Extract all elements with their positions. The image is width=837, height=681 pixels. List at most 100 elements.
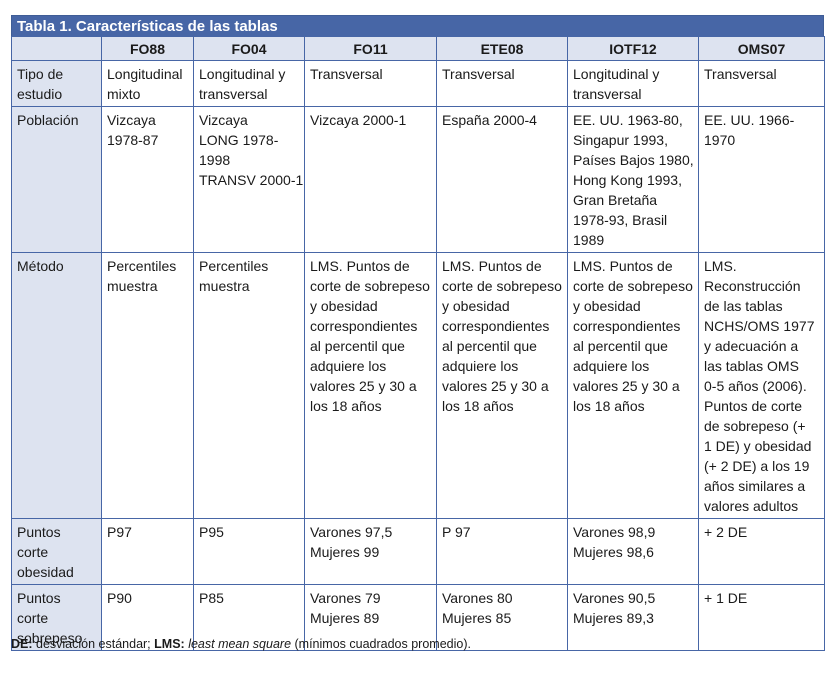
table-cell-fo11: Transversal [304, 60, 437, 107]
table-cell-oms07: Transversal [698, 60, 825, 107]
footnote-text-lms-translation: (mínimos cuadrados promedio). [291, 637, 471, 651]
cell-line: transversal [573, 86, 642, 102]
cell-line: y obesidad [573, 298, 641, 314]
cell-line: transversal [199, 86, 268, 102]
cell-line: Transversal [310, 66, 383, 82]
cell-line: 1978-87 [107, 132, 159, 148]
table-cell-fo88: P90 [101, 584, 194, 651]
cell-line: Transversal [704, 66, 777, 82]
table-cell-iotf12: EE. UU. 1963-80, Singapur 1993, Países Baj… [567, 106, 699, 253]
footnote-text-de: desviación estándar; [32, 637, 155, 651]
row-label-line: estudio [17, 86, 63, 102]
cell-line: al percentil que [310, 338, 405, 354]
column-header-fo88: FO88 [101, 36, 194, 61]
table-cell-fo88: Percentiles muestra [101, 252, 194, 519]
row-label-line: Puntos [17, 524, 61, 540]
cell-line: + 1 DE [704, 590, 748, 606]
cell-line: Vizcaya [199, 112, 248, 128]
table-cell-fo11: Varones 79 Mujeres 89 [304, 584, 437, 651]
cell-line: Longitudinal y [199, 66, 286, 82]
cell-line: Varones 97,5 [310, 524, 393, 540]
table-cell-ete08: LMS. Puntos de corte de sobrepeso y obesid… [436, 252, 568, 519]
cell-line: mixto [107, 86, 141, 102]
cell-line: correspondientes [442, 318, 550, 334]
cell-line: LMS. Puntos de [442, 258, 542, 274]
column-header-fo04: FO04 [193, 36, 305, 61]
cell-line: Hong Kong 1993, [573, 172, 682, 188]
cell-line: los 18 años [573, 398, 645, 414]
row-label: Tipo de estudio [11, 60, 102, 107]
table-cell-fo04: Vizcaya LONG 1978- 1998 TRANSV 2000-1 [193, 106, 305, 253]
table-cell-oms07: LMS. Reconstrucción de las tablas NCHS/OMS … [698, 252, 825, 519]
cell-line: adquiere los [573, 358, 650, 374]
row-label-line: Puntos [17, 590, 61, 606]
cell-line: LMS. Puntos de [573, 258, 673, 274]
cell-line: P 97 [442, 524, 471, 540]
cell-line: y obesidad [310, 298, 378, 314]
characteristics-table: Tabla 1. Características de las tablas F… [11, 15, 825, 651]
footnote-abbr-lms: LMS: [154, 637, 185, 651]
table-cell-fo88: P97 [101, 518, 194, 585]
footnote-abbr-de: DE: [11, 637, 33, 651]
cell-line: Percentiles [199, 258, 269, 274]
cell-line: Países Bajos 1980, [573, 152, 694, 168]
cell-line: años similares a [704, 478, 806, 494]
cell-line: de sobrepeso (+ [704, 418, 806, 434]
cell-line: Longitudinal [107, 66, 183, 82]
table-cell-fo04: P95 [193, 518, 305, 585]
cell-line: EE. UU. 1966- [704, 112, 795, 128]
row-label-line: Población [17, 112, 79, 128]
column-header-iotf12: IOTF12 [567, 36, 699, 61]
cell-line: muestra [107, 278, 158, 294]
cell-line: NCHS/OMS 1977 [704, 318, 815, 334]
column-header-fo11: FO11 [304, 36, 437, 61]
cell-line: Singapur 1993, [573, 132, 668, 148]
table-cell-fo11: Vizcaya 2000-1 [304, 106, 437, 253]
cell-line: Gran Bretaña [573, 192, 658, 208]
cell-line: Reconstrucción [704, 278, 801, 294]
cell-line: muestra [199, 278, 250, 294]
cell-line: Varones 79 [310, 590, 381, 606]
table-cell-fo88: Vizcaya 1978-87 [101, 106, 194, 253]
row-puntos-corte-sobrepeso: Puntos corte sobrepeso P90 P85 Varones 79 Muje… [11, 584, 825, 651]
cell-line: P95 [199, 524, 224, 540]
table-cell-iotf12: Varones 90,5 Mujeres 89,3 [567, 584, 699, 651]
cell-line: Mujeres 85 [442, 610, 512, 626]
cell-line: P85 [199, 590, 224, 606]
cell-line: (+ 2 DE) a los 19 [704, 458, 810, 474]
cell-line: Vizcaya 2000-1 [310, 112, 407, 128]
cell-line: corte de sobrepeso [573, 278, 693, 294]
table-cell-ete08: Varones 80 Mujeres 85 [436, 584, 568, 651]
column-header-corner [11, 36, 102, 61]
cell-line: al percentil que [573, 338, 668, 354]
cell-line: + 2 DE [704, 524, 748, 540]
row-label: Puntos corte obesidad [11, 518, 102, 585]
row-label: Puntos corte sobrepeso [11, 584, 102, 651]
table-cell-ete08: Transversal [436, 60, 568, 107]
cell-line: adquiere los [310, 358, 387, 374]
cell-line: Puntos de corte [704, 398, 803, 414]
cell-line: Varones 98,9 [573, 524, 656, 540]
cell-line: las tablas OMS [704, 358, 799, 374]
cell-line: Vizcaya [107, 112, 156, 128]
cell-line: y adecuación a [704, 338, 799, 354]
cell-line: LMS. [704, 258, 737, 274]
cell-line: EE. UU. 1963-80, [573, 112, 683, 128]
table-cell-iotf12: Varones 98,9 Mujeres 98,6 [567, 518, 699, 585]
cell-line: valores 25 y 30 a [442, 378, 549, 394]
cell-line: 0-5 años (2006). [704, 378, 807, 394]
table-cell-oms07: + 1 DE [698, 584, 825, 651]
cell-line: al percentil que [442, 338, 537, 354]
cell-line: 1989 [573, 232, 605, 248]
cell-line: P97 [107, 524, 132, 540]
row-label-line: obesidad [17, 564, 74, 580]
row-poblacion: Población Vizcaya 1978-87 Vizcaya LONG 1978-… [11, 106, 825, 253]
table-cell-ete08: P 97 [436, 518, 568, 585]
row-tipo-estudio: Tipo de estudio Longitudinal mixto Longitudi… [11, 60, 825, 107]
row-label: Población [11, 106, 102, 253]
table-title: Tabla 1. Características de las tablas [11, 15, 824, 36]
cell-line: valores 25 y 30 a [573, 378, 680, 394]
table-cell-fo11: LMS. Puntos de corte de sobrepeso y obesid… [304, 252, 437, 519]
cell-line: 1978-93, Brasil [573, 212, 668, 228]
cell-line: adquiere los [442, 358, 519, 374]
